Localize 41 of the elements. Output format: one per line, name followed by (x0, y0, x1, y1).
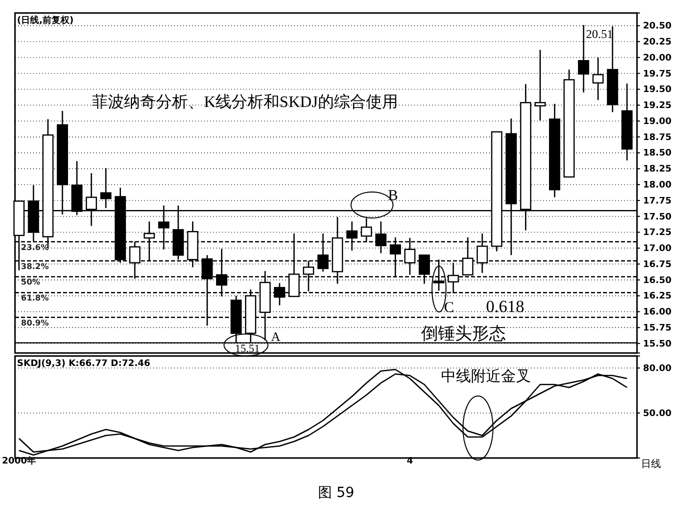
annotation: 61.8% (21, 294, 49, 303)
y-tick-label: 20.00 (643, 53, 672, 64)
y-tick-label: 18.75 (643, 132, 672, 143)
y-tick-label: 17.00 (643, 244, 672, 254)
chart-title: SKDJ(9,3) K:66.77 D:72.46 (17, 359, 150, 369)
chart-title: (日线,前复权) (17, 15, 74, 26)
y-tick-label: 16.75 (643, 260, 672, 270)
annotation: 15.51 (235, 343, 260, 355)
annotation: 倒锤头形态 (421, 324, 506, 343)
y-tick-label: 18.00 (643, 180, 672, 190)
annotation: B (388, 188, 398, 204)
y-tick-label: 19.50 (643, 85, 672, 96)
y-tick-label: 19.25 (643, 101, 672, 112)
annotation: 50% (21, 278, 40, 287)
y-tick-label: 15.50 (643, 339, 672, 350)
y-tick-label: 16.00 (643, 308, 672, 318)
annotation: 中线附近金叉 (441, 367, 531, 385)
text: 日线 (641, 458, 661, 470)
y-tick-label: 17.50 (643, 212, 672, 222)
y-tick-label: 50.00 (643, 408, 672, 419)
annotation: 23.6% (21, 242, 49, 252)
annotation: 菲波纳奇分析、K线分析和SKDJ的综合使用 (92, 93, 398, 111)
annotation: 20.51 (586, 27, 613, 41)
y-tick-label: 17.25 (643, 228, 672, 238)
y-tick-label: 18.25 (643, 164, 672, 175)
y-tick-label: 20.50 (643, 22, 672, 32)
y-tick-label: 16.50 (643, 276, 672, 286)
caption: 图 59 (318, 485, 354, 501)
annotation: 38.2% (21, 262, 49, 271)
annotation: A (271, 329, 281, 344)
y-tick-label: 18.50 (643, 148, 672, 159)
y-tick-label: 80.00 (643, 364, 672, 374)
y-tick-label: 19.00 (643, 116, 672, 127)
y-tick-label: 16.25 (643, 292, 672, 302)
y-tick-label: 20.25 (643, 37, 672, 48)
y-tick-label: 19.75 (643, 69, 672, 80)
y-tick-label: 17.75 (643, 196, 672, 206)
annotation: C (444, 300, 454, 316)
annotation: 80.9% (21, 318, 49, 328)
annotation: 0.618 (486, 297, 524, 316)
y-tick-label: 15.75 (643, 323, 672, 334)
